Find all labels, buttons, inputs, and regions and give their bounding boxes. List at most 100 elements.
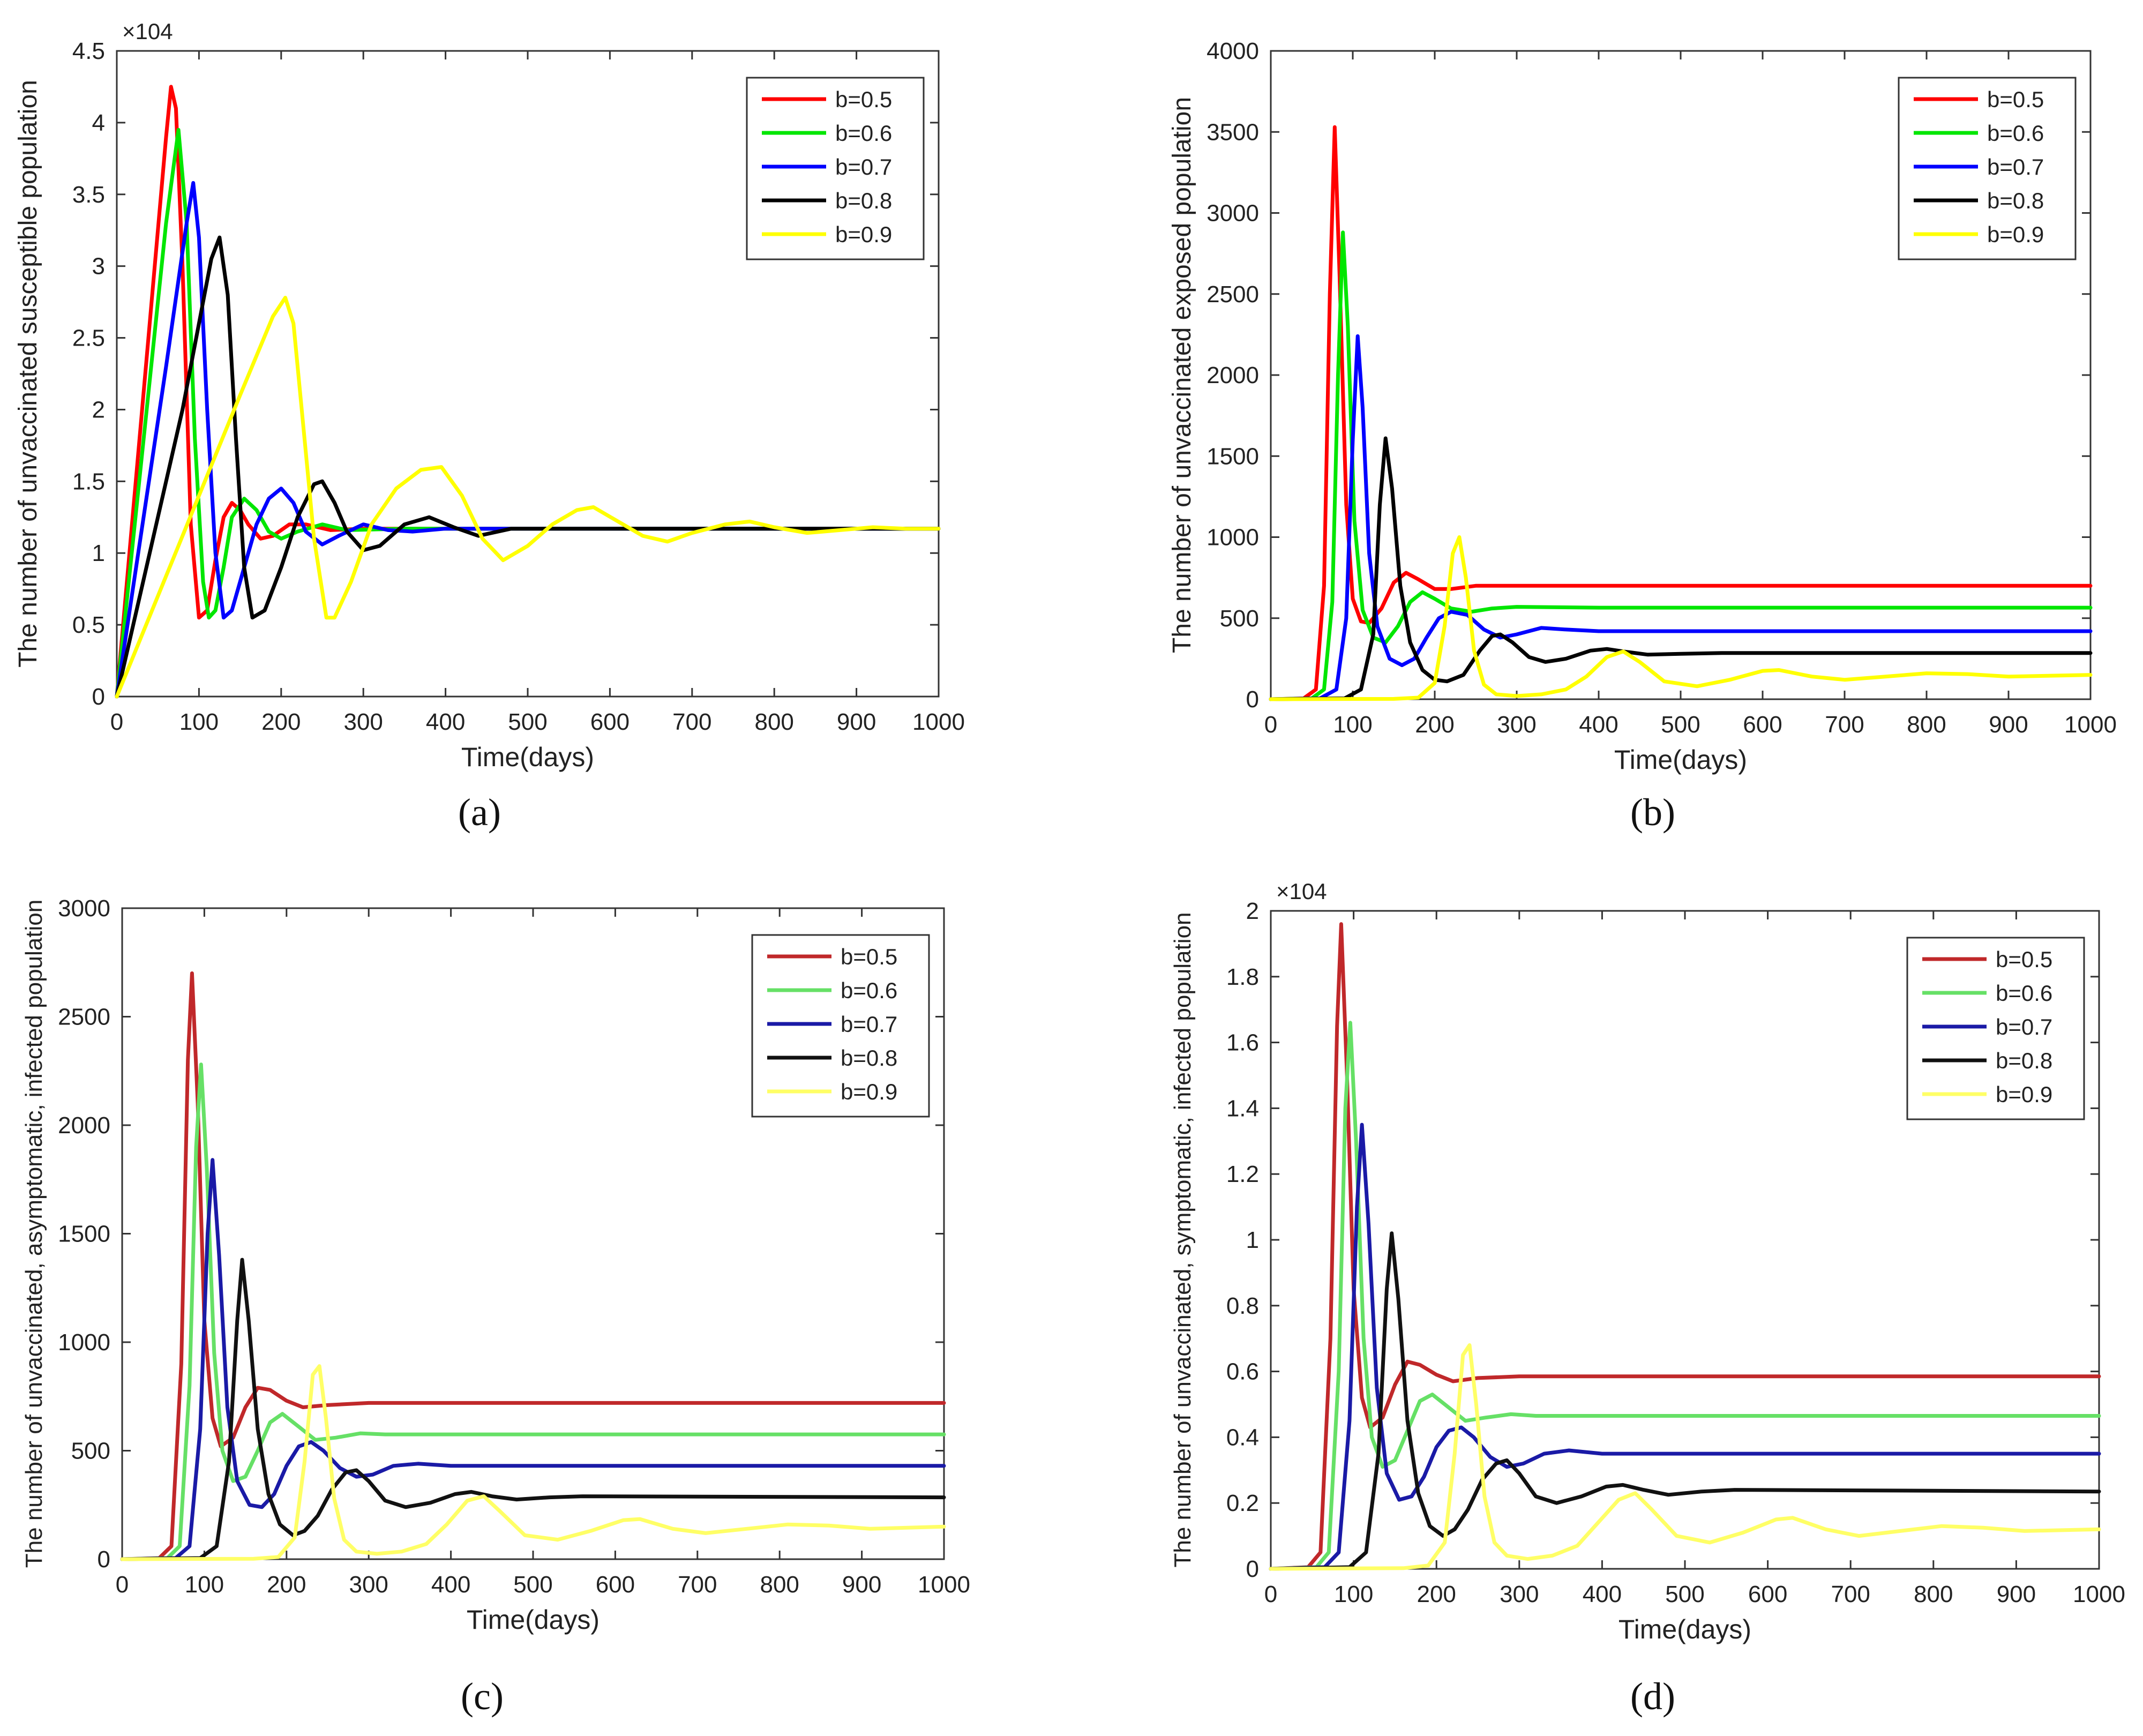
y-tick-label: 1 xyxy=(1246,1227,1259,1253)
x-tick-label: 100 xyxy=(1333,712,1372,738)
legend-label: b=0.6 xyxy=(841,978,897,1003)
series-line-b-0.7 xyxy=(115,181,941,699)
y-tick-label: 4 xyxy=(92,110,105,136)
x-tick-label: 200 xyxy=(261,709,301,735)
legend-label: b=0.5 xyxy=(835,87,892,112)
y-tick-label: 1000 xyxy=(58,1329,110,1356)
x-tick-label: 800 xyxy=(760,1572,799,1598)
chart-b: 0 100 200 300 400 500 600 700 800 900 1000 0 500 1000… xyxy=(1168,38,2117,775)
x-tick-label: 300 xyxy=(349,1572,388,1598)
x-tick-label: 400 xyxy=(431,1572,470,1598)
series-line-b-0.8 xyxy=(1269,436,2093,701)
legend-label: b=0.9 xyxy=(1987,222,2044,247)
x-tick-label: 0 xyxy=(110,709,123,735)
x-tick-label: 100 xyxy=(179,709,219,735)
caption-d: (d) xyxy=(1630,1675,1675,1718)
legend-label: b=0.8 xyxy=(1996,1048,2052,1073)
legend-label: b=0.8 xyxy=(835,188,892,213)
y-tick-label: 3000 xyxy=(58,895,110,922)
series-line-b-0.9 xyxy=(1269,1343,2101,1571)
y-tick-label: 1.4 xyxy=(1226,1095,1259,1121)
legend-label: b=0.6 xyxy=(1996,981,2052,1006)
legend-label: b=0.6 xyxy=(835,121,892,146)
y-tick-label: 2500 xyxy=(58,1004,110,1030)
x-tick-label: 900 xyxy=(1997,1581,2036,1607)
y-tick-label: 0 xyxy=(92,684,105,710)
y-tick-label: 2000 xyxy=(1207,362,1259,388)
x-tick-label: 400 xyxy=(1583,1581,1622,1607)
legend-label: b=0.9 xyxy=(835,222,892,247)
caption-a: (a) xyxy=(458,791,501,834)
x-tick-label: 400 xyxy=(1579,712,1618,738)
series-line-b-0.8 xyxy=(115,235,941,699)
y-tick-label: 500 xyxy=(1220,605,1259,632)
x-tick-label: 1000 xyxy=(2073,1581,2125,1607)
x-tick-label: 700 xyxy=(672,709,711,735)
y-axis-label: The number of unvaccinated susceptible p… xyxy=(14,80,42,668)
y-axis-label: The number of unvaccinated, asymptomatic… xyxy=(21,900,47,1568)
legend-label: b=0.5 xyxy=(841,944,897,969)
x-tick-label: 900 xyxy=(1989,712,2028,738)
x-axis-label: Time(days) xyxy=(1614,745,1747,775)
y-tick-label: 0 xyxy=(98,1546,110,1573)
y-tick-label: 2 xyxy=(92,396,105,423)
y-tick-label: 1.8 xyxy=(1226,964,1259,990)
x-tick-label: 0 xyxy=(1264,712,1277,738)
series-line-b-0.9 xyxy=(115,296,941,699)
x-tick-label: 700 xyxy=(678,1572,717,1598)
x-tick-label: 600 xyxy=(1743,712,1782,738)
y-tick-label: 1.6 xyxy=(1226,1030,1259,1056)
y-tick-label: 0.6 xyxy=(1226,1359,1259,1385)
x-tick-label: 600 xyxy=(596,1572,635,1598)
x-tick-label: 200 xyxy=(1417,1581,1456,1607)
x-axis-label: Time(days) xyxy=(461,742,594,772)
x-tick-label: 300 xyxy=(1497,712,1536,738)
legend-label: b=0.7 xyxy=(841,1012,897,1037)
series-line-b-0.6 xyxy=(115,128,941,699)
x-tick-label: 1000 xyxy=(918,1572,970,1598)
y-tick-label: 1000 xyxy=(1207,525,1259,551)
y-tick-label: 1.2 xyxy=(1226,1161,1259,1187)
x-axis-label: Time(days) xyxy=(467,1605,600,1635)
series-line-b-0.6 xyxy=(120,1062,946,1561)
legend-label: b=0.7 xyxy=(1996,1014,2052,1039)
legend-label: b=0.9 xyxy=(1996,1082,2052,1107)
y-tick-label: 500 xyxy=(71,1438,110,1464)
legend-label: b=0.8 xyxy=(841,1045,897,1071)
y-tick-label: 2000 xyxy=(58,1112,110,1139)
series-line-b-0.6 xyxy=(1269,230,2093,701)
x-tick-label: 500 xyxy=(513,1572,552,1598)
y-tick-label: 0.2 xyxy=(1226,1490,1259,1516)
y-tick-label: 3500 xyxy=(1207,119,1259,145)
series-line-b-0.7 xyxy=(1269,1123,2101,1571)
x-tick-label: 200 xyxy=(267,1572,306,1598)
y-axis-label: The number of unvaccinated, symptomatic,… xyxy=(1170,912,1196,1568)
y-tick-label: 1500 xyxy=(58,1221,110,1247)
legend-label: b=0.5 xyxy=(1987,87,2044,112)
legend-label: b=0.7 xyxy=(835,154,892,179)
x-tick-label: 900 xyxy=(837,709,876,735)
x-tick-label: 700 xyxy=(1825,712,1864,738)
y-tick-label: 3 xyxy=(92,253,105,280)
x-tick-label: 300 xyxy=(343,709,383,735)
x-tick-label: 700 xyxy=(1831,1581,1870,1607)
x-tick-label: 100 xyxy=(185,1572,224,1598)
legend-label: b=0.7 xyxy=(1987,154,2044,179)
y-tick-label: 3.5 xyxy=(72,182,105,208)
x-tick-label: 100 xyxy=(1334,1581,1373,1607)
y-tick-label: 1500 xyxy=(1207,443,1259,469)
y-tick-label: 0.8 xyxy=(1226,1293,1259,1319)
caption-c: (c) xyxy=(461,1675,504,1718)
legend-label: b=0.6 xyxy=(1987,121,2044,146)
caption-b: (b) xyxy=(1630,791,1675,834)
series-line-b-0.7 xyxy=(1269,334,2093,701)
x-tick-label: 200 xyxy=(1415,712,1454,738)
y-tick-label: 0 xyxy=(1246,686,1259,713)
legend-label: b=0.5 xyxy=(1996,947,2052,972)
series-line-b-0.6 xyxy=(1269,1021,2101,1571)
y-tick-label: 0 xyxy=(1246,1556,1259,1582)
y-tick-label: 0.4 xyxy=(1226,1424,1259,1450)
chart-a: 0 100 200 300 400 500 600 700 800 900 1000 0 0.5 1 1.5… xyxy=(14,19,965,772)
y-tick-label: 4.5 xyxy=(72,38,105,64)
